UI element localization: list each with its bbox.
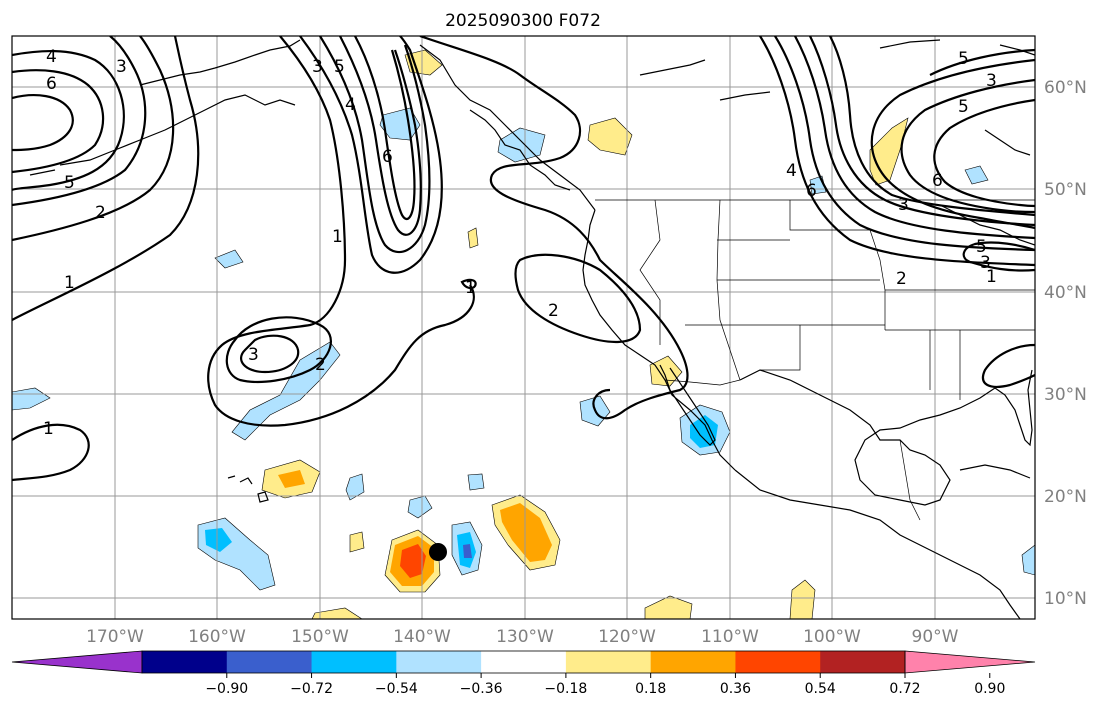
contour-labels: 4 6 3 5 2 1 3 5 4 6 1 1 2 3 2 1 4 6 3 5 … xyxy=(43,47,997,439)
contour-label: 1 xyxy=(332,227,343,247)
contour-label: 3 xyxy=(248,345,259,365)
positive-anomaly-patch xyxy=(311,607,363,619)
lat-tick-label: 20°N xyxy=(1044,487,1087,507)
map-title: 2025090300 F072 xyxy=(445,11,601,31)
negative-anomaly-patch xyxy=(214,249,244,269)
colorbar-extend-max xyxy=(904,650,1036,674)
contour-label: 3 xyxy=(898,195,909,215)
colorbar-tick-label: −0.36 xyxy=(460,681,503,697)
contour-label: 5 xyxy=(976,237,987,257)
colorbar-segment xyxy=(396,651,482,673)
lon-tick-label: 110°W xyxy=(701,627,759,647)
latitude-labels: 60°N 50°N 40°N 30°N 20°N 10°N xyxy=(1044,78,1087,609)
colorbar-tick-label: −0.54 xyxy=(375,681,418,697)
coastlines xyxy=(29,39,1035,619)
contour-label: 1 xyxy=(465,278,476,298)
contour-label: 6 xyxy=(806,181,817,201)
lat-tick-label: 30°N xyxy=(1044,385,1087,405)
colorbar-tick-label: 0.18 xyxy=(635,681,666,697)
contour-label: 5 xyxy=(958,97,969,117)
lon-tick-label: 100°W xyxy=(803,627,861,647)
storm-center-marker xyxy=(429,543,447,561)
contour-label: 3 xyxy=(986,71,997,91)
colorbar-segment xyxy=(311,651,397,673)
contour-label: 1 xyxy=(43,419,54,439)
positive-anomaly-patch xyxy=(649,355,683,387)
positive-anomaly-patch xyxy=(278,470,305,488)
contour-lines xyxy=(12,36,1035,482)
lat-tick-label: 40°N xyxy=(1044,283,1087,303)
positive-anomaly-patch xyxy=(467,227,479,249)
positive-anomaly-patch xyxy=(789,579,816,619)
contour-label: 2 xyxy=(548,301,559,321)
colorbar-tick-label: 0.54 xyxy=(805,681,836,697)
contour-label: 6 xyxy=(932,171,943,191)
negative-anomaly-patch xyxy=(463,544,472,558)
colorbar-frame xyxy=(141,650,906,674)
negative-anomaly-patch xyxy=(964,165,989,185)
colorbar-segment xyxy=(481,651,567,673)
lon-tick-label: 120°W xyxy=(598,627,656,647)
colorbar-segment xyxy=(226,651,313,673)
positive-anomaly-patch xyxy=(587,117,633,156)
contour-label: 4 xyxy=(786,161,797,181)
graticule xyxy=(12,36,1035,619)
colorbar-segment xyxy=(820,651,906,673)
colorbar-tick-label: −0.18 xyxy=(544,681,587,697)
lat-tick-label: 50°N xyxy=(1044,180,1087,200)
colorbar-extend-min xyxy=(11,650,143,674)
contour-label: 3 xyxy=(980,253,991,273)
colorbar-segment xyxy=(142,651,228,673)
contour-label: 5 xyxy=(958,49,969,69)
shading-layer xyxy=(12,49,1035,619)
contour-label: 6 xyxy=(46,74,57,94)
contour-label: 2 xyxy=(315,355,326,375)
contour-label: 5 xyxy=(64,173,75,193)
colorbar-segment xyxy=(735,651,821,673)
contour-label: 6 xyxy=(382,147,393,167)
contour-label: 2 xyxy=(95,203,106,223)
lat-tick-label: 10°N xyxy=(1044,589,1087,609)
contour-label: 2 xyxy=(896,269,907,289)
contour-label: 3 xyxy=(116,57,127,77)
political-borders xyxy=(595,199,1035,521)
map-border xyxy=(11,35,1036,620)
contour-label: 4 xyxy=(46,47,57,67)
negative-anomaly-patch xyxy=(231,341,341,441)
colorbar-tick-label: −0.72 xyxy=(290,681,333,697)
lon-tick-label: 170°W xyxy=(86,627,144,647)
colorbar-tick-label: −0.90 xyxy=(205,681,248,697)
lon-tick-label: 140°W xyxy=(393,627,451,647)
contour-label: 1 xyxy=(64,273,75,293)
lon-tick-label: 90°W xyxy=(912,627,959,647)
contour-label: 5 xyxy=(334,57,345,77)
positive-anomaly-patch xyxy=(500,503,552,562)
negative-anomaly-patch xyxy=(467,473,485,491)
negative-anomaly-patch xyxy=(1021,544,1035,576)
positive-anomaly-patch xyxy=(349,531,365,553)
positive-anomaly-patch xyxy=(400,544,426,578)
colorbar-tick-label: 0.36 xyxy=(720,681,751,697)
colorbar-segment xyxy=(650,651,736,673)
negative-anomaly-patch xyxy=(690,415,718,448)
contour-label: 1 xyxy=(986,267,997,287)
contour-label: 4 xyxy=(345,95,356,115)
colorbar: −0.90 −0.72 −0.54 −0.36 −0.18 0.18 0.36 0.54 0.7… xyxy=(11,650,1036,697)
contour-label: 3 xyxy=(312,57,323,77)
lon-tick-label: 130°W xyxy=(496,627,554,647)
negative-anomaly-patch xyxy=(205,528,232,552)
colorbar-tick-label: 0.72 xyxy=(889,681,920,697)
colorbar-tick-label: 0.90 xyxy=(974,681,1005,697)
lon-tick-label: 150°W xyxy=(291,627,349,647)
longitude-labels: 170°W 160°W 150°W 140°W 130°W 120°W 110°… xyxy=(86,627,959,647)
lat-tick-label: 60°N xyxy=(1044,78,1087,98)
lon-tick-label: 160°W xyxy=(188,627,246,647)
colorbar-segment xyxy=(565,651,652,673)
